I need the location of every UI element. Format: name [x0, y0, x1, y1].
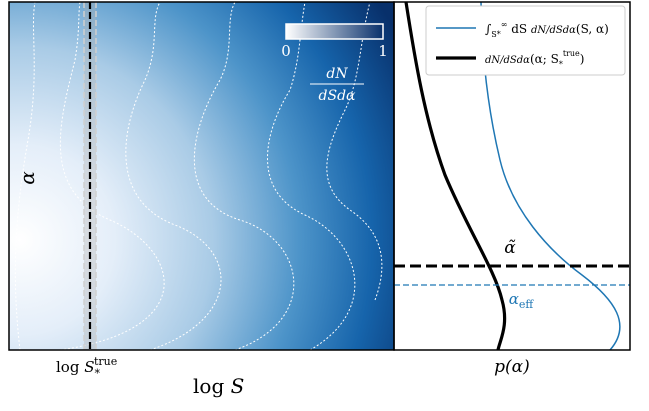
legend-entry-integrated: ∫S*∞ dS dN/dSdα(S, α): [485, 20, 609, 39]
x-tick-sub: *: [94, 367, 100, 380]
contour-lines: [14, 2, 383, 350]
hline-label-alpha-eff: αeff: [509, 290, 535, 311]
hline-label-alpha-tilde: α̃: [504, 238, 516, 258]
marginal-x-axis-label: p(α): [494, 357, 530, 377]
heatmap-panel: 0 1 dN dSdα: [8, 1, 395, 351]
colorbar-gradient: [285, 23, 384, 40]
colorbar-label-denominator: dSdα: [319, 88, 357, 104]
series-line-true-flux: [404, 1, 507, 351]
legend: ∫S*∞ dS dN/dSdα(S, α) dN/dSdα(α; S*true): [425, 5, 626, 76]
contour-line: [14, 2, 36, 350]
x-axis-label: log S: [193, 374, 244, 398]
marginal-panel: α̃ αeff ∫S*∞ dS dN/dSdα(S, α) dN/dSdα(α;…: [393, 1, 631, 351]
colorbar: 0 1 dN dSdα: [281, 23, 388, 104]
x-tick-label-true-flux: log S*true: [56, 355, 117, 380]
contour-line: [267, 2, 356, 350]
contour-line: [326, 2, 383, 301]
colorbar-max-label: 1: [378, 42, 388, 60]
x-tick-sup: true: [94, 355, 117, 368]
hline-label-alpha-eff-subscript: eff: [519, 298, 535, 311]
contour-line: [59, 2, 165, 350]
series-line-integrated: [480, 1, 621, 351]
contour-line: [193, 2, 295, 350]
contour-line: [125, 2, 222, 350]
legend-entry-true-flux: dN/dSdα(α; S*true): [485, 49, 584, 69]
heatmap-image: [9, 2, 394, 350]
colorbar-min-label: 0: [281, 42, 291, 60]
colorbar-label-numerator: dN: [326, 66, 348, 82]
y-axis-label: α: [15, 171, 39, 185]
marginal-frame: [393, 1, 631, 351]
